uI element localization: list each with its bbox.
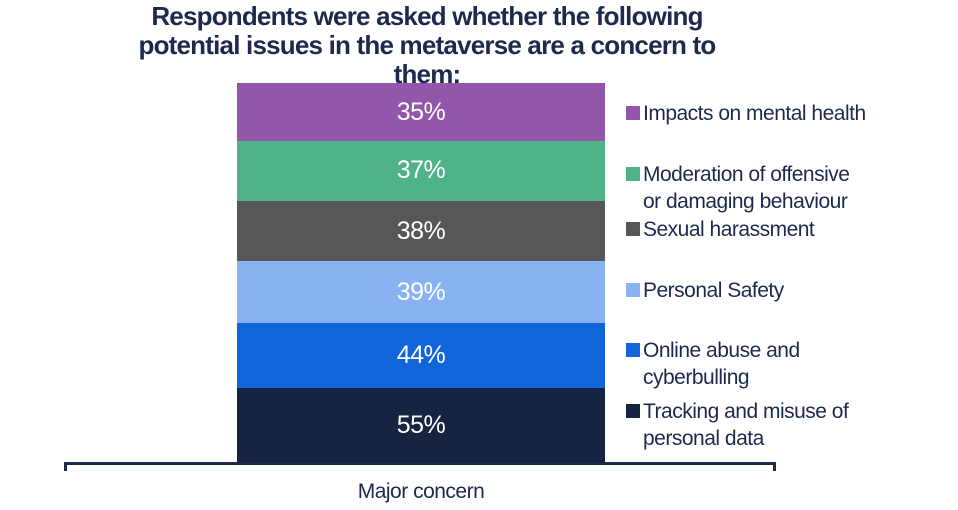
stacked-bar: 35% 37% 38% 39% 44% 55%: [237, 83, 605, 463]
bar-segment: 39%: [237, 261, 605, 323]
legend-swatch-icon: [626, 404, 640, 418]
x-axis-line: [64, 462, 776, 471]
legend-item-label: Personal Safety: [643, 277, 784, 304]
bar-segment: 55%: [237, 388, 605, 463]
legend-label-line: Moderation of offensive: [643, 163, 850, 186]
segment-value-label: 37%: [396, 156, 446, 185]
legend-label-line: Online abuse and: [643, 339, 800, 362]
bar-segment: 37%: [237, 141, 605, 201]
chart-title-line-2: potential issues in the metaverse are a …: [138, 30, 716, 60]
legend-swatch-icon: [626, 222, 640, 236]
legend-swatch-icon: [626, 343, 640, 357]
legend: Impacts on mental health Moderation of of…: [626, 0, 946, 510]
bar-segment: 38%: [237, 200, 605, 262]
legend-item: Sexual harassment: [626, 216, 926, 243]
segment-value-label: 55%: [396, 411, 446, 440]
legend-swatch-icon: [626, 106, 640, 120]
legend-label-line: Personal Safety: [643, 279, 784, 302]
legend-item: Tracking and misuse of personal data: [626, 398, 926, 452]
legend-item: Personal Safety: [626, 277, 926, 304]
legend-item: Moderation of offensive or damaging behav…: [626, 161, 926, 215]
chart-title: Respondents were asked whether the follo…: [77, 2, 777, 89]
segment-value-label: 39%: [396, 277, 446, 306]
chart-title-line-3: them:: [393, 59, 462, 89]
legend-label-line: Tracking and misuse of: [643, 400, 849, 423]
segment-value-label: 35%: [396, 97, 446, 126]
bar-segment: 35%: [237, 83, 605, 142]
bar-segment: 44%: [237, 322, 605, 389]
legend-label-line: cyberbulling: [643, 366, 750, 389]
legend-item: Impacts on mental health: [626, 100, 926, 127]
legend-item-label: Online abuse and cyberbulling: [643, 337, 800, 391]
segment-value-label: 38%: [396, 216, 446, 245]
legend-label-line: or damaging behaviour: [643, 190, 848, 213]
legend-item-label: Moderation of offensive or damaging behav…: [643, 161, 850, 215]
legend-item-label: Impacts on mental health: [643, 100, 866, 127]
legend-item-label: Sexual harassment: [643, 216, 815, 243]
segment-value-label: 44%: [396, 341, 446, 370]
legend-swatch-icon: [626, 167, 640, 181]
legend-item-label: Tracking and misuse of personal data: [643, 398, 849, 452]
legend-label-line: Sexual harassment: [643, 218, 815, 241]
legend-label-line: Impacts on mental health: [643, 102, 866, 125]
chart-title-line-1: Respondents were asked whether the follo…: [151, 1, 703, 31]
legend-swatch-icon: [626, 283, 640, 297]
legend-item: Online abuse and cyberbulling: [626, 337, 926, 391]
legend-label-line: personal data: [643, 427, 764, 450]
x-axis-category-label: Major concern: [357, 480, 485, 503]
